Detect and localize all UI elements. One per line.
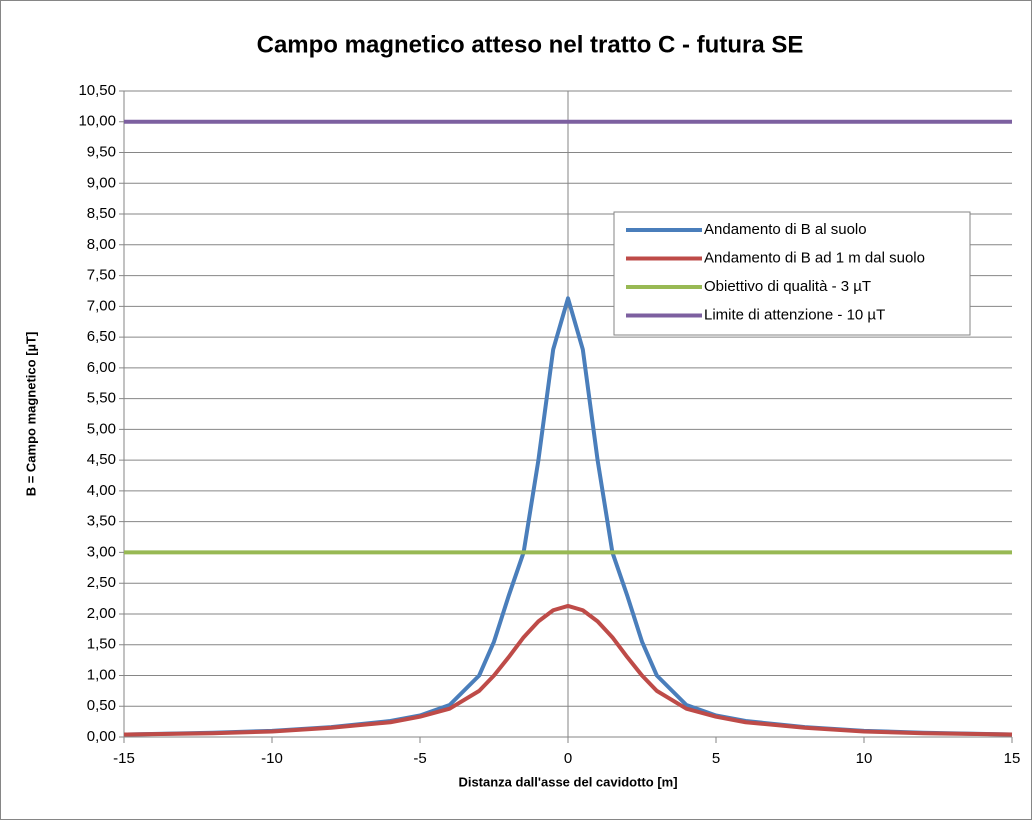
y-tick-label: 7,50 (87, 267, 116, 284)
x-tick-label: -5 (413, 750, 426, 767)
y-tick-label: 8,50 (87, 205, 116, 222)
y-tick-label: 0,50 (87, 697, 116, 714)
y-tick-label: 2,50 (87, 574, 116, 591)
x-axis-title: Distanza dall'asse del cavidotto [m] (458, 774, 677, 789)
y-tick-label: 10,00 (78, 113, 116, 130)
y-tick-label: 5,00 (87, 420, 116, 437)
y-tick-label: 9,50 (87, 143, 116, 160)
series-line (123, 603, 1013, 737)
y-tick-label: 2,00 (87, 605, 116, 622)
y-tick-label: 8,00 (87, 236, 116, 253)
legend-label: Obiettivo di qualità - 3 µT (704, 278, 871, 295)
y-tick-label: 1,50 (87, 636, 116, 653)
y-tick-label: 3,50 (87, 513, 116, 530)
y-tick-label: 6,50 (87, 328, 116, 345)
y-tick-label: 4,00 (87, 482, 116, 499)
x-tick-label: 0 (564, 750, 572, 767)
y-tick-label: 6,00 (87, 359, 116, 376)
legend-label: Andamento di B ad 1 m dal suolo (704, 249, 925, 266)
legend-label: Andamento di B al suolo (704, 221, 867, 238)
x-tick-label: -10 (261, 750, 283, 767)
y-tick-label: 9,00 (87, 174, 116, 191)
y-tick-label: 0,00 (87, 728, 116, 745)
y-tick-label: 10,50 (78, 82, 116, 99)
y-tick-label: 4,50 (87, 451, 116, 468)
y-tick-label: 1,00 (87, 666, 116, 683)
y-tick-label: 3,00 (87, 543, 116, 560)
x-tick-label: 10 (856, 750, 873, 767)
x-tick-label: 15 (1004, 750, 1021, 767)
chart-title: Campo magnetico atteso nel tratto C - fu… (257, 31, 804, 58)
x-tick-label: 5 (712, 750, 720, 767)
y-tick-label: 7,00 (87, 297, 116, 314)
y-tick-label: 5,50 (87, 390, 116, 407)
x-tick-label: -15 (113, 750, 135, 767)
y-axis-title: B = Campo magnetico [µT] (23, 332, 38, 497)
legend-label: Limite di attenzione - 10 µT (704, 306, 885, 323)
